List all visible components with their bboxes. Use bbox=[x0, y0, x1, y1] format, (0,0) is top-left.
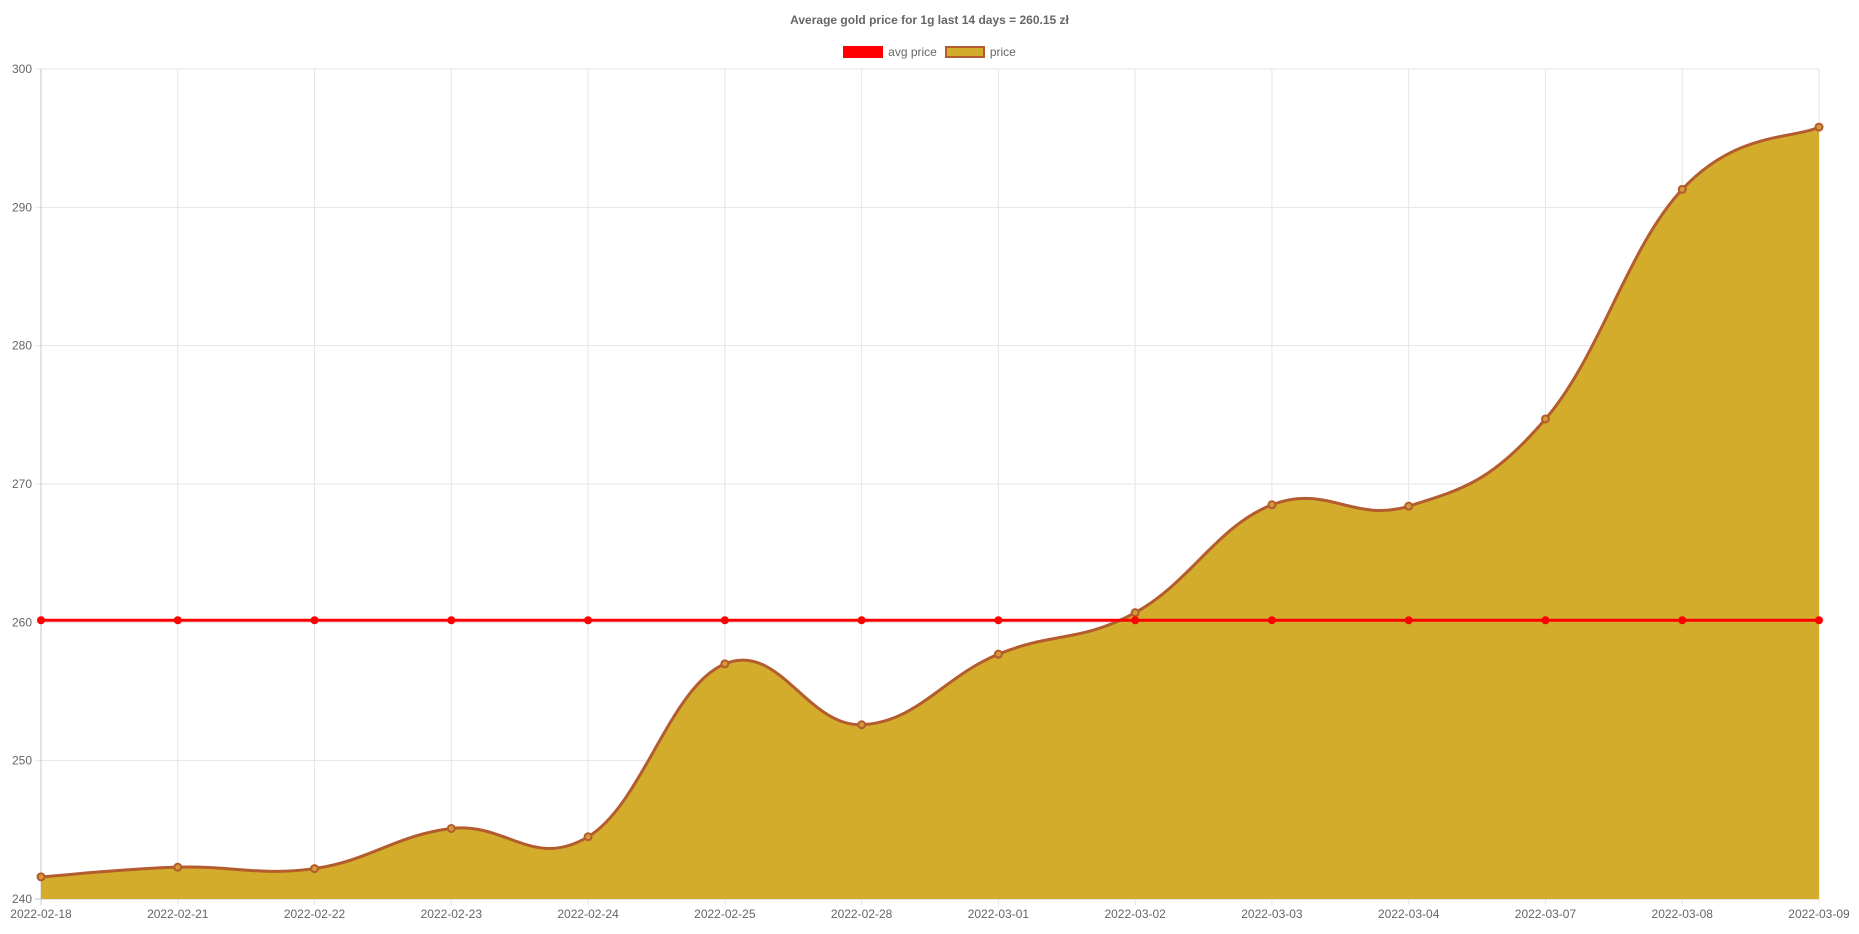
avg-price-point bbox=[1815, 616, 1823, 625]
chart-title: Average gold price for 1g last 14 days =… bbox=[790, 13, 1069, 27]
x-tick-label: 2022-02-25 bbox=[694, 907, 756, 921]
avg-price-point bbox=[1678, 616, 1687, 625]
legend-item-price[interactable]: price bbox=[944, 45, 1016, 59]
price-area-fill bbox=[41, 127, 1819, 900]
x-tick-label: 2022-02-24 bbox=[557, 907, 619, 921]
x-tick-label: 2022-02-18 bbox=[10, 907, 72, 921]
legend: avg price price bbox=[0, 45, 1859, 59]
price-point bbox=[173, 862, 183, 872]
avg-price-point bbox=[1541, 616, 1550, 625]
legend-label-price: price bbox=[989, 45, 1016, 59]
avg-price-point bbox=[310, 616, 319, 625]
x-tick-label: 2022-03-01 bbox=[968, 907, 1030, 921]
legend-item-avg-price[interactable]: avg price bbox=[843, 45, 937, 59]
avg-price-point bbox=[173, 616, 182, 625]
price-point bbox=[583, 832, 593, 842]
y-tick-label: 260 bbox=[12, 615, 32, 629]
x-tick-label: 2022-03-09 bbox=[1788, 907, 1850, 921]
price-point bbox=[993, 649, 1003, 659]
x-tick-label: 2022-03-04 bbox=[1378, 907, 1440, 921]
price-point bbox=[446, 823, 456, 833]
x-tick-label: 2022-02-28 bbox=[831, 907, 893, 921]
price-point bbox=[1130, 608, 1140, 618]
price-point bbox=[36, 872, 46, 882]
y-tick-label: 300 bbox=[12, 62, 32, 76]
price-point bbox=[310, 864, 320, 874]
x-tick-label: 2022-03-07 bbox=[1515, 907, 1577, 921]
y-tick-label: 240 bbox=[12, 892, 32, 906]
price-point bbox=[1677, 184, 1687, 194]
avg-price-point bbox=[857, 616, 866, 625]
avg-price-point bbox=[584, 616, 593, 625]
legend-swatch-avg-price bbox=[843, 46, 884, 58]
avg-price-point bbox=[994, 616, 1003, 625]
avg-price-point bbox=[447, 616, 456, 625]
price-point bbox=[857, 720, 867, 730]
avg-price-point bbox=[1267, 616, 1276, 625]
y-tick-label: 290 bbox=[12, 200, 32, 214]
x-tick-label: 2022-02-22 bbox=[284, 907, 346, 921]
price-point bbox=[1540, 414, 1550, 424]
price-point bbox=[1267, 500, 1277, 510]
price-point bbox=[1404, 501, 1414, 511]
avg-price-point bbox=[720, 616, 729, 625]
avg-price-point bbox=[1131, 616, 1140, 625]
x-tick-label: 2022-03-02 bbox=[1104, 907, 1166, 921]
legend-label-avg-price: avg price bbox=[888, 45, 937, 59]
price-point bbox=[720, 659, 730, 669]
y-tick-label: 250 bbox=[12, 754, 32, 768]
x-tick-label: 2022-02-21 bbox=[147, 907, 209, 921]
y-tick-label: 270 bbox=[12, 477, 32, 491]
price-point bbox=[1814, 122, 1824, 132]
avg-price-point bbox=[1404, 616, 1413, 625]
y-tick-label: 280 bbox=[12, 339, 32, 353]
legend-swatch-price bbox=[944, 46, 985, 58]
x-tick-label: 2022-03-03 bbox=[1241, 907, 1303, 921]
x-tick-label: 2022-02-23 bbox=[421, 907, 483, 921]
x-tick-label: 2022-03-08 bbox=[1652, 907, 1714, 921]
avg-price-point bbox=[37, 616, 45, 625]
